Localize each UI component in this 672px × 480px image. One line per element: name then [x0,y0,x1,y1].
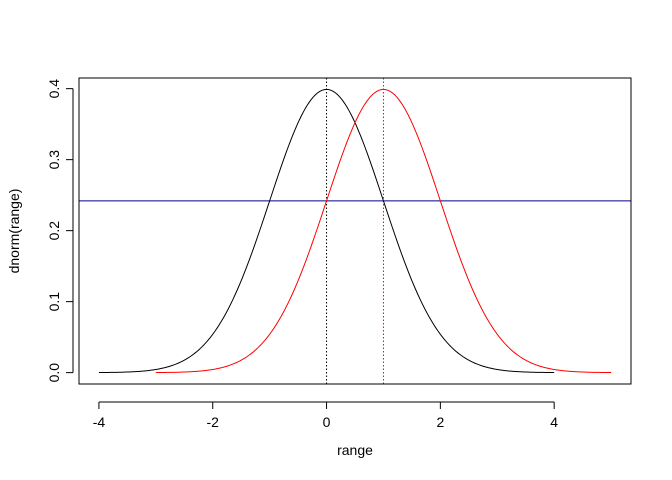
x-tick-label: 0 [323,414,331,430]
x-axis: -4 -2 0 2 4 [93,401,558,430]
density-curve-1 [155,88,612,374]
x-tick-label: -4 [93,414,106,430]
y-tick-label: 0.1 [46,292,62,312]
plot-frame [78,77,632,385]
y-tick-label: 0.4 [46,79,62,99]
series-layer [98,88,612,374]
density-curve-0 [98,88,555,374]
y-axis-label: dnorm(range) [6,189,22,274]
x-tick-label: 2 [436,414,444,430]
y-tick-label: 0.2 [46,221,62,241]
reference-lines [79,78,631,384]
x-axis-label: range [337,442,373,458]
y-axis: 0.0 0.1 0.2 0.3 0.4 [46,79,74,383]
y-tick-label: 0.0 [46,363,62,383]
x-tick-label: 4 [550,414,558,430]
x-tick-label: -2 [207,414,220,430]
y-tick-label: 0.3 [46,150,62,170]
